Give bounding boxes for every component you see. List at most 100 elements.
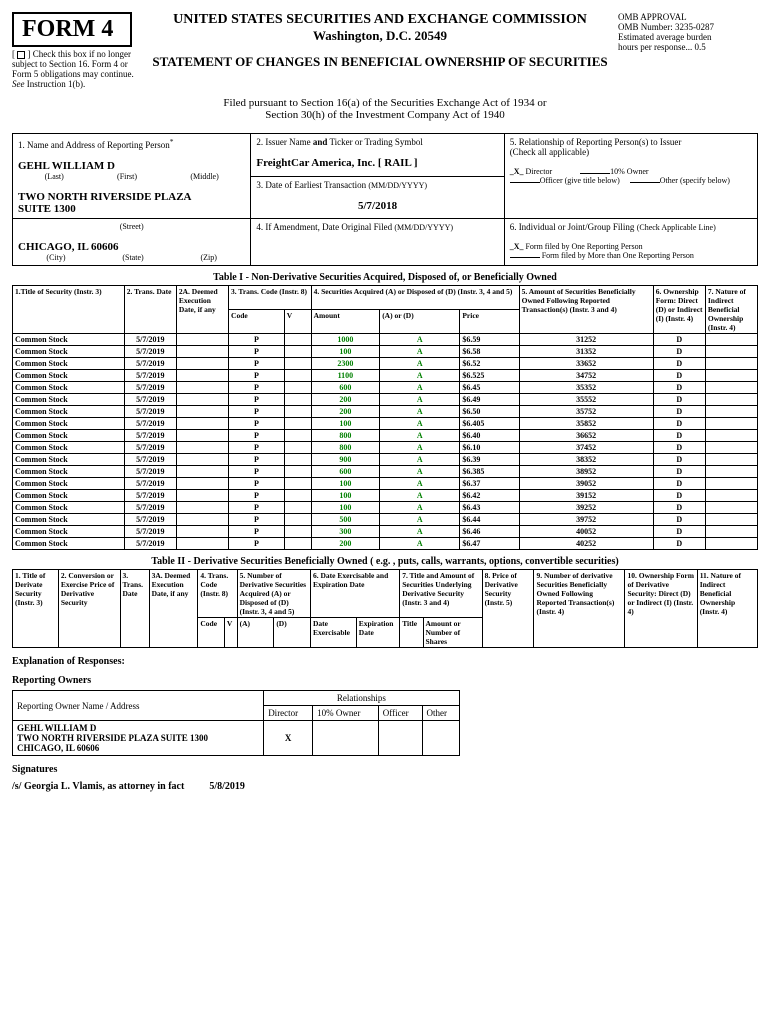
signature-line: /s/ Georgia L. Vlamis, as attorney in fa… — [12, 781, 758, 792]
t2-h3: 3. Trans. Date — [120, 570, 149, 648]
table-row: Common Stock5/7/2019P800A$6.4036652D — [13, 430, 758, 442]
header-center: UNITED STATES SECURITIES AND EXCHANGE CO… — [142, 12, 618, 74]
table1: 1.Title of Security (Instr. 3) 2. Trans.… — [12, 285, 758, 550]
t1-h5: 5. Amount of Securities Beneficially Own… — [519, 286, 653, 334]
table-row: Common Stock5/7/2019P100A$6.3739052D — [13, 478, 758, 490]
t2-sub-d: (D) — [274, 618, 311, 648]
owners-c-off: Officer — [378, 706, 422, 721]
addr1: TWO NORTH RIVERSIDE PLAZA — [18, 191, 245, 203]
table-row: Common Stock5/7/2019P100A$6.4339252D — [13, 502, 758, 514]
owner-x-oth — [422, 721, 459, 756]
left-col: FORM 4 [ ] Check this box if no longer s… — [12, 12, 142, 89]
t1-sub-price: Price — [460, 310, 519, 334]
omb-burden2: hours per response... 0.5 — [618, 42, 758, 52]
table-row: Common Stock5/7/2019P600A$6.4535352D — [13, 382, 758, 394]
csz-sublabels: (City) (State) (Zip) — [18, 253, 245, 262]
table2: 1. Title of Derivate Security (Instr. 3)… — [12, 569, 758, 648]
t1-sub-v: V — [284, 310, 311, 334]
table-row: Common Stock5/7/2019P100A$6.5831352D — [13, 346, 758, 358]
omb-number: OMB Number: 3235-0287 — [618, 22, 758, 32]
t2-h1: 1. Title of Derivate Security (Instr. 3) — [13, 570, 59, 648]
table-row: Common Stock5/7/2019P2300A$6.5233652D — [13, 358, 758, 370]
t2-h6: 6. Date Exercisable and Expiration Date — [310, 570, 399, 618]
table-row: Common Stock5/7/2019P100A$6.4239152D — [13, 490, 758, 502]
box2-label: 2. Issuer Name and Ticker or Trading Sym… — [256, 137, 498, 147]
table-row: Common Stock5/7/2019P900A$6.3938352D — [13, 454, 758, 466]
table-row: Common Stock5/7/2019P200A$6.4935552D — [13, 394, 758, 406]
omb-approval: OMB APPROVAL — [618, 12, 758, 22]
form-title: FORM 4 — [12, 12, 132, 47]
name-sublabels: (Last) (First) (Middle) — [18, 172, 245, 181]
table-row: Common Stock5/7/2019P800A$6.1037452D — [13, 442, 758, 454]
table1-title: Table I - Non-Derivative Securities Acqu… — [12, 272, 758, 283]
owners-c-dir: Director — [264, 706, 313, 721]
t2-h7: 7. Title and Amount of Securities Underl… — [400, 570, 482, 618]
agency-name: UNITED STATES SECURITIES AND EXCHANGE CO… — [142, 12, 618, 28]
statement-title: STATEMENT OF CHANGES IN BENEFICIAL OWNER… — [142, 54, 618, 70]
addr2: SUITE 1300 — [18, 203, 245, 215]
owners-c-10: 10% Owner — [313, 706, 379, 721]
t2-sub-de: Date Exercisable — [310, 618, 356, 648]
box6-label: 6. Individual or Joint/Group Filing (Che… — [510, 222, 752, 232]
owners-table: Reporting Owner Name / Address Relations… — [12, 690, 460, 756]
t2-sub-v: V — [224, 618, 237, 648]
owner-x-dir: X — [264, 721, 313, 756]
t2-sub-code: Code — [198, 618, 225, 648]
t1-sub-code: Code — [229, 310, 285, 334]
t1-h6: 6. Ownership Form: Direct (D) or Indirec… — [653, 286, 705, 334]
owner-row: GEHL WILLIAM D TWO NORTH RIVERSIDE PLAZA… — [13, 721, 264, 756]
t1-h7: 7. Nature of Indirect Beneficial Ownersh… — [705, 286, 757, 334]
table-row: Common Stock5/7/2019P600A$6.38538952D — [13, 466, 758, 478]
table-row: Common Stock5/7/2019P100A$6.40535852D — [13, 418, 758, 430]
box5-sub: (Check all applicable) — [510, 147, 752, 157]
box4-label: 4. If Amendment, Date Original Filed (MM… — [256, 222, 498, 232]
owners-col-rel: Relationships — [264, 691, 459, 706]
agency-loc: Washington, D.C. 20549 — [142, 28, 618, 44]
table-row: Common Stock5/7/2019P1100A$6.52534752D — [13, 370, 758, 382]
t2-h2: 2. Conversion or Exercise Price of Deriv… — [58, 570, 120, 648]
t2-sub-title: Title — [400, 618, 423, 648]
table-row: Common Stock5/7/2019P500A$6.4439752D — [13, 514, 758, 526]
t1-sub-amount: Amount — [311, 310, 380, 334]
t2-sub-amt: Amount or Number of Shares — [423, 618, 482, 648]
owner-x-off — [378, 721, 422, 756]
owners-c-oth: Other — [422, 706, 459, 721]
t1-sub-ad: (A) or (D) — [380, 310, 460, 334]
t2-h8: 8. Price of Derivative Security (Instr. … — [482, 570, 534, 648]
t1-h3: 3. Trans. Code (Instr. 8) — [229, 286, 312, 310]
t1-h1: 1.Title of Security (Instr. 3) — [13, 286, 125, 334]
omb-burden1: Estimated average burden — [618, 32, 758, 42]
omb-box: OMB APPROVAL OMB Number: 3235-0287 Estim… — [618, 12, 758, 52]
t2-h5: 5. Number of Derivative Securities Acqui… — [237, 570, 310, 618]
checkbox-icon — [17, 51, 25, 59]
info-table: 1. Name and Address of Reporting Person*… — [12, 133, 758, 266]
rel-checks: _X_ Director 10% Owner — [510, 167, 752, 176]
table-row: Common Stock5/7/2019P1000A$6.5931252D — [13, 334, 758, 346]
city-line: CHICAGO, IL 60606 — [18, 241, 245, 253]
owner-x-10 — [313, 721, 379, 756]
owners-heading: Reporting Owners — [12, 675, 758, 686]
box1-label: 1. Name and Address of Reporting Person* — [18, 137, 245, 150]
reporter-name: GEHL WILLIAM D — [18, 160, 245, 172]
owners-col-name: Reporting Owner Name / Address — [13, 691, 264, 721]
filed-pursuant: Filed pursuant to Section 16(a) of the S… — [12, 97, 758, 121]
t2-h10: 10. Ownership Form of Derivative Securit… — [625, 570, 697, 648]
box5-label: 5. Relationship of Reporting Person(s) t… — [510, 137, 752, 147]
t1-h2a: 2A. Deemed Execution Date, if any — [176, 286, 228, 334]
explanation-heading: Explanation of Responses: — [12, 656, 758, 667]
t2-h9: 9. Number of derivative Securities Benef… — [534, 570, 625, 648]
t2-h4: 4. Trans. Code (Instr. 8) — [198, 570, 237, 618]
header: FORM 4 [ ] Check this box if no longer s… — [12, 12, 758, 89]
box3-label: 3. Date of Earliest Transaction (MM/DD/Y… — [256, 180, 498, 190]
t2-sub-a: (A) — [237, 618, 274, 648]
street-sublabel: (Street) — [18, 222, 245, 231]
table-row: Common Stock5/7/2019P200A$6.5035752D — [13, 406, 758, 418]
t1-h4: 4. Securities Acquired (A) or Disposed o… — [311, 286, 519, 310]
t2-h3a: 3A. Deemed Execution Date, if any — [149, 570, 198, 648]
table-row: Common Stock5/7/2019P300A$6.4640052D — [13, 526, 758, 538]
earliest-date: 5/7/2018 — [256, 200, 498, 212]
t2-sub-ed: Expiration Date — [356, 618, 399, 648]
checkbox-note: [ ] Check this box if no longer subject … — [12, 49, 142, 89]
table2-title: Table II - Derivative Securities Benefic… — [12, 556, 758, 567]
t1-h2: 2. Trans. Date — [124, 286, 176, 334]
